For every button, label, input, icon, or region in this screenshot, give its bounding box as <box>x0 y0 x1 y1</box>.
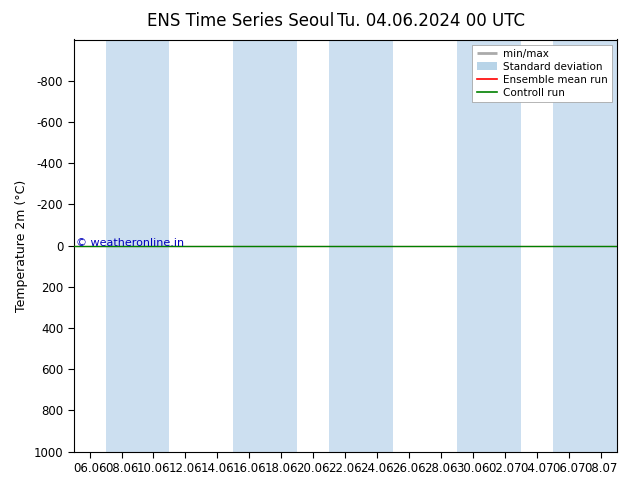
Y-axis label: Temperature 2m (°C): Temperature 2m (°C) <box>15 179 28 312</box>
Legend: min/max, Standard deviation, Ensemble mean run, Controll run: min/max, Standard deviation, Ensemble me… <box>472 45 612 102</box>
Text: Tu. 04.06.2024 00 UTC: Tu. 04.06.2024 00 UTC <box>337 12 525 30</box>
Text: ENS Time Series Seoul: ENS Time Series Seoul <box>147 12 335 30</box>
Bar <box>457 40 521 452</box>
Bar <box>553 40 617 452</box>
Bar <box>233 40 297 452</box>
Bar <box>105 40 169 452</box>
Bar <box>329 40 393 452</box>
Text: © weatheronline.in: © weatheronline.in <box>76 239 184 248</box>
